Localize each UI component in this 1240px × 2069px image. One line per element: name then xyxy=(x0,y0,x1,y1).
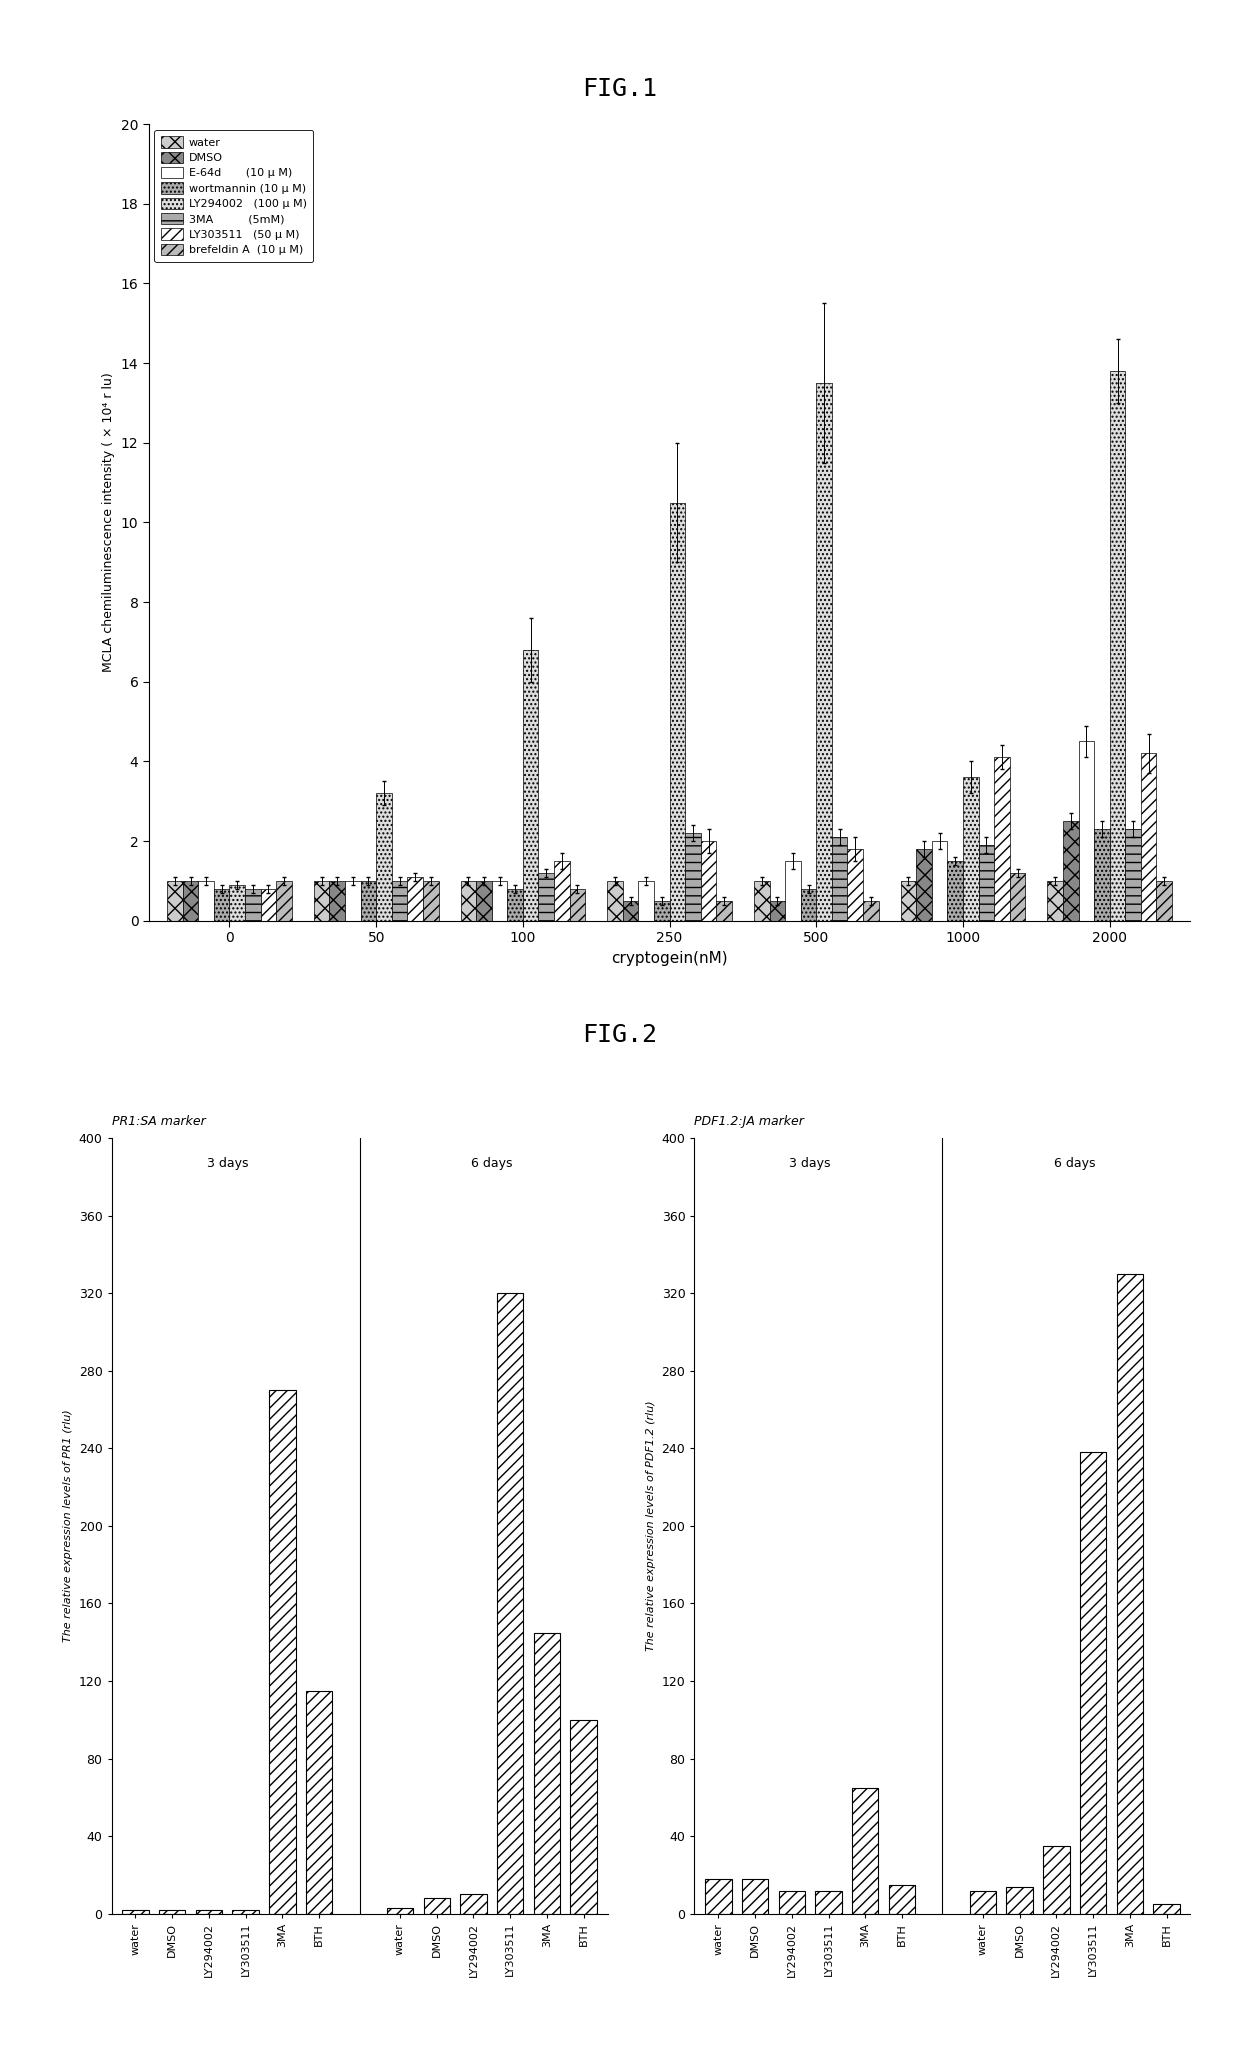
Bar xyxy=(507,890,523,921)
Bar xyxy=(1048,881,1063,921)
Bar xyxy=(686,834,701,921)
Y-axis label: MCLA chemiluminescence intensity ( × 10⁴ r lu): MCLA chemiluminescence intensity ( × 10⁴… xyxy=(102,372,115,672)
Bar xyxy=(123,1910,149,1914)
Bar xyxy=(1007,1887,1033,1914)
Bar xyxy=(246,890,260,921)
Bar xyxy=(1080,1452,1106,1914)
Bar xyxy=(1063,821,1079,921)
Bar xyxy=(330,881,345,921)
Bar xyxy=(815,1891,842,1914)
Bar xyxy=(159,1910,186,1914)
Bar xyxy=(1116,1275,1143,1914)
Text: FIG.2: FIG.2 xyxy=(583,1022,657,1047)
Text: 6 days: 6 days xyxy=(1054,1157,1095,1171)
Bar xyxy=(424,1899,450,1914)
Bar xyxy=(1043,1846,1070,1914)
Y-axis label: The relative expression levels of PDF1.2 (rlu): The relative expression levels of PDF1.2… xyxy=(646,1401,656,1651)
Bar xyxy=(639,881,653,921)
Bar xyxy=(900,881,916,921)
Bar xyxy=(889,1885,915,1914)
Bar xyxy=(408,877,423,921)
Bar xyxy=(182,881,198,921)
Bar xyxy=(229,886,246,921)
Bar xyxy=(770,900,785,921)
Text: PR1:SA marker: PR1:SA marker xyxy=(112,1115,206,1128)
Bar xyxy=(198,881,215,921)
Bar xyxy=(492,881,507,921)
Bar xyxy=(832,838,847,921)
Bar xyxy=(852,1788,878,1914)
Bar xyxy=(742,1879,769,1914)
Bar xyxy=(779,1891,805,1914)
Bar xyxy=(387,1908,413,1914)
Bar xyxy=(476,881,492,921)
Bar xyxy=(670,503,686,921)
Bar xyxy=(361,881,376,921)
Bar xyxy=(608,881,622,921)
Bar xyxy=(801,890,816,921)
Bar xyxy=(345,881,361,921)
Bar xyxy=(785,861,801,921)
Text: PDF1.2:JA marker: PDF1.2:JA marker xyxy=(694,1115,805,1128)
Bar xyxy=(706,1879,732,1914)
Bar xyxy=(460,1895,487,1914)
Bar xyxy=(916,848,931,921)
Y-axis label: The relative expression levels of PR1 (rlu): The relative expression levels of PR1 (r… xyxy=(63,1409,73,1643)
Bar xyxy=(423,881,439,921)
Bar xyxy=(392,881,408,921)
Bar xyxy=(816,383,832,921)
Bar xyxy=(754,881,770,921)
Bar xyxy=(1153,1903,1179,1914)
Bar xyxy=(622,900,639,921)
Bar xyxy=(978,844,994,921)
Bar xyxy=(196,1910,222,1914)
Bar xyxy=(653,900,670,921)
Bar xyxy=(554,861,569,921)
Text: 3 days: 3 days xyxy=(790,1157,831,1171)
Text: FIG.1: FIG.1 xyxy=(583,77,657,101)
Bar xyxy=(460,881,476,921)
Bar xyxy=(1157,881,1172,921)
Bar xyxy=(947,861,963,921)
Bar xyxy=(523,650,538,921)
Bar xyxy=(1141,753,1157,921)
Bar xyxy=(497,1293,523,1914)
Bar xyxy=(931,840,947,921)
Bar xyxy=(1094,830,1110,921)
Bar xyxy=(260,890,277,921)
Text: 3 days: 3 days xyxy=(207,1157,248,1171)
Bar xyxy=(1009,873,1025,921)
Bar xyxy=(376,792,392,921)
Bar xyxy=(314,881,330,921)
Bar xyxy=(1110,370,1126,921)
Bar xyxy=(167,881,182,921)
X-axis label: cryptogein(nM): cryptogein(nM) xyxy=(611,950,728,966)
Bar xyxy=(277,881,291,921)
Bar xyxy=(717,900,732,921)
Bar xyxy=(994,757,1009,921)
Bar xyxy=(569,890,585,921)
Bar xyxy=(533,1632,560,1914)
Bar xyxy=(306,1690,332,1914)
Bar xyxy=(232,1910,259,1914)
Bar xyxy=(847,848,863,921)
Bar xyxy=(963,778,978,921)
Legend: water, DMSO, E-64d       (10 μ M), wortmannin (10 μ M), LY294002   (100 μ M), 3M: water, DMSO, E-64d (10 μ M), wortmannin … xyxy=(154,130,314,263)
Bar xyxy=(538,873,554,921)
Bar xyxy=(701,840,717,921)
Bar xyxy=(970,1891,996,1914)
Bar xyxy=(1126,830,1141,921)
Bar xyxy=(863,900,879,921)
Bar xyxy=(269,1390,295,1914)
Bar xyxy=(215,890,229,921)
Text: 6 days: 6 days xyxy=(471,1157,512,1171)
Bar xyxy=(570,1719,596,1914)
Bar xyxy=(1079,741,1094,921)
